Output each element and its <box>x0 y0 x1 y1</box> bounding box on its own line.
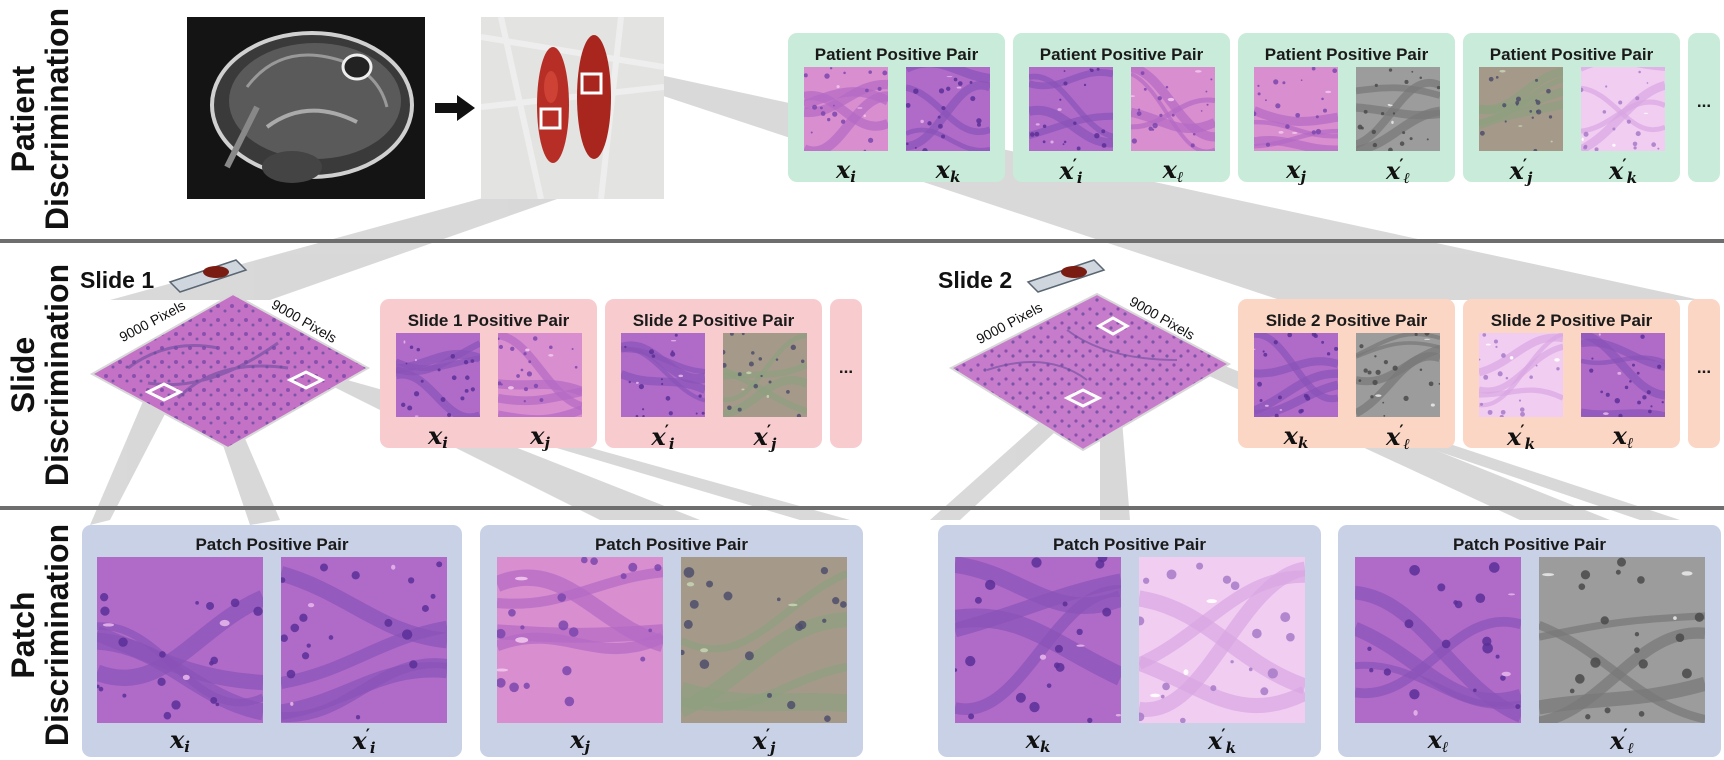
whole-slide-image-1 <box>89 292 371 450</box>
divider-bottom <box>0 506 1724 510</box>
histology-patch-image <box>1131 67 1215 151</box>
histology-patch-image <box>1254 333 1338 417</box>
histology-patch-image <box>1581 67 1665 151</box>
card-title: Patient Positive Pair <box>1039 45 1204 64</box>
patient-positive-pair-card: Patient Positive Pair xj x′ℓ <box>1238 33 1455 187</box>
histology-patch-image <box>1581 333 1665 417</box>
whole-slide-image-2 <box>948 292 1232 452</box>
patch-variable-label: xℓ <box>1612 421 1634 452</box>
patient-positive-pair-card: Patient Positive Pair x′i xℓ <box>1013 33 1230 187</box>
slide-2-title: Slide 2 <box>938 267 1013 293</box>
patch-variable-label: x′k <box>1507 421 1535 453</box>
histology-patch-image <box>621 333 705 417</box>
card-title: Patch Positive Pair <box>1452 535 1607 554</box>
glass-slide-1-icon <box>168 259 248 293</box>
card-title: Patch Positive Pair <box>195 535 349 554</box>
histology-patch-image <box>1355 557 1521 723</box>
histology-patch-image <box>497 557 663 723</box>
histology-patch-image <box>723 333 807 417</box>
patch-variable-label: xk <box>1283 421 1309 452</box>
glass-slide-2-icon <box>1026 259 1106 293</box>
row-label-slide: Slide Discrimination <box>5 263 76 487</box>
row-label-patch: Patch Discrimination <box>5 523 76 747</box>
histology-patch-image <box>1254 67 1338 151</box>
histology-patch-image <box>396 333 480 417</box>
histology-patch-image <box>1356 333 1440 417</box>
patch-variable-label: x′i <box>1059 155 1083 187</box>
patch-variable-label: xj <box>570 725 590 756</box>
histology-patch-image <box>1139 557 1305 723</box>
histology-patch-image <box>1029 67 1113 151</box>
histology-patch-image <box>498 333 582 417</box>
card-title: Slide 2 Positive Pair <box>632 311 795 330</box>
patch-variable-label: x′j <box>753 421 777 453</box>
card-title: Patient Positive Pair <box>1264 45 1429 64</box>
patch-variable-label: x′ℓ <box>1610 725 1634 757</box>
ellipsis-text: ... <box>1696 91 1712 111</box>
card-title: Patient Positive Pair <box>814 45 979 64</box>
histology-patch-image <box>1479 333 1563 417</box>
slide-positive-pair-card: Slide 2 Positive Pair x′k xℓ <box>1463 299 1680 453</box>
patch-variable-label: xi <box>835 155 856 186</box>
patch-variable-label: xi <box>427 421 448 452</box>
card-title: Patch Positive Pair <box>1052 535 1207 554</box>
slide-1-title: Slide 1 <box>80 267 155 293</box>
histology-patch-image <box>1539 557 1705 723</box>
row-label-patient: Patient Discrimination <box>5 7 76 231</box>
patch-variable-label: x′k <box>1208 725 1236 757</box>
arrow-right-icon <box>435 95 475 121</box>
slide-positive-pair-card: Slide 2 Positive Pair xk x′ℓ <box>1238 299 1455 453</box>
patch-variable-label: x′j <box>752 725 776 757</box>
patch-positive-pair-card: Patch Positive Pair xi x′i <box>82 525 462 757</box>
histology-patch-image <box>97 557 263 723</box>
patch-variable-label: x′i <box>352 725 376 757</box>
patient-positive-pair-card: Patient Positive Pair xi xk <box>788 33 1005 186</box>
patch-variable-label: xk <box>1025 725 1051 756</box>
patch-positive-pair-card: Patch Positive Pair xk x′k <box>938 525 1321 757</box>
patch-variable-label: x′i <box>651 421 675 453</box>
card-title: Slide 2 Positive Pair <box>1490 311 1653 330</box>
card-title: Patch Positive Pair <box>594 535 749 554</box>
more-pairs-ellipsis-card: ... <box>1688 33 1720 182</box>
histology-patch-image <box>681 557 847 723</box>
histology-patch-image <box>1479 67 1563 151</box>
histology-patch-image <box>281 557 447 723</box>
divider-top <box>0 239 1724 243</box>
tissue-sample-photo <box>481 17 664 199</box>
patch-positive-pair-card: Patch Positive Pair xj x′j <box>480 525 863 757</box>
ellipsis-text: ... <box>838 357 854 377</box>
patch-variable-label: xj <box>1286 155 1306 186</box>
patch-variable-label: x′j <box>1509 155 1533 187</box>
slide-positive-pair-card: Slide 1 Positive Pair xi xj <box>380 299 597 452</box>
patch-variable-label: xk <box>935 155 961 186</box>
patch-variable-label: x′ℓ <box>1386 421 1410 453</box>
patch-variable-label: xℓ <box>1427 725 1449 756</box>
card-title: Patient Positive Pair <box>1489 45 1654 64</box>
patch-variable-label: x′k <box>1609 155 1637 187</box>
patch-variable-label: xi <box>169 725 190 756</box>
ellipsis-text: ... <box>1696 357 1712 377</box>
histology-patch-image <box>955 557 1121 723</box>
histology-patch-image <box>906 67 990 151</box>
histology-patch-image <box>1356 67 1440 151</box>
mri-scan-image <box>187 17 425 199</box>
slide-positive-pair-card: Slide 2 Positive Pair x′i x′j <box>605 299 822 453</box>
more-pairs-ellipsis-card: ... <box>830 299 862 448</box>
patch-variable-label: xℓ <box>1162 155 1184 186</box>
more-pairs-ellipsis-card: ... <box>1688 299 1720 448</box>
card-title: Slide 1 Positive Pair <box>407 311 570 330</box>
patch-positive-pair-card: Patch Positive Pair xℓ x′ℓ <box>1338 525 1721 757</box>
patient-positive-pair-card: Patient Positive Pair x′j x′k <box>1463 33 1680 187</box>
patch-variable-label: x′ℓ <box>1386 155 1410 187</box>
histology-patch-image <box>804 67 888 151</box>
patch-variable-label: xj <box>530 421 550 452</box>
card-title: Slide 2 Positive Pair <box>1265 311 1428 330</box>
